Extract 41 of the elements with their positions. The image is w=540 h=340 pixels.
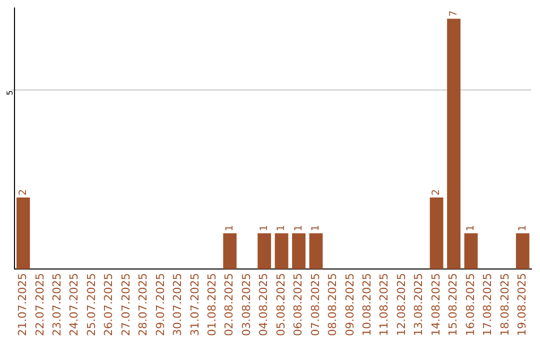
x-tick-label: 18.08.2025 [498,273,512,336]
data-label: 1 [276,224,288,232]
x-tick-label: 30.07.2025 [171,273,184,336]
x-tick-label: 28.07.2025 [136,273,150,336]
data-label: 1 [466,224,477,232]
x-tick-label: 17.08.2025 [481,273,494,336]
x-tick-label: 19.08.2025 [516,273,529,336]
x-tick-label: 09.08.2025 [343,273,356,336]
x-tick-label: 22.07.2025 [33,273,46,336]
x-tick-label: 01.08.2025 [206,273,219,336]
x-tick-label: 07.08.2025 [308,273,322,336]
data-label: 1 [258,224,270,232]
x-tick-label: 14.08.2025 [429,273,442,336]
x-tick-label: 31.07.2025 [188,273,202,336]
x-tick-label: 23.07.2025 [50,273,64,336]
data-label: 7 [448,10,460,17]
x-tick-label: 11.08.2025 [378,273,391,336]
x-tick-label: 12.08.2025 [394,273,408,336]
x-tick-label: 05.08.2025 [274,273,288,336]
x-tick-label: 04.08.2025 [257,273,270,336]
data-label: 1 [224,224,236,232]
x-tick-label: 02.08.2025 [222,273,236,336]
x-tick-label: 16.08.2025 [464,273,477,336]
x-tick-label: 21.07.2025 [16,273,30,336]
x-tick-label: 24.07.2025 [68,273,81,336]
data-label: 1 [310,224,322,232]
x-tick-label: 15.08.2025 [446,273,460,336]
data-label: 2 [18,189,29,196]
x-tick-label: 06.08.2025 [292,273,305,336]
data-label: 1 [517,224,528,232]
y-tick-label: 5 [6,90,15,96]
data-label: 1 [293,224,304,232]
x-tick-label: 13.08.2025 [412,273,426,336]
x-tick-label: 08.08.2025 [326,273,340,336]
x-tick-label: 27.07.2025 [119,273,132,336]
x-tick-label: 29.07.2025 [154,273,167,336]
x-tick-label: 10.08.2025 [360,273,374,336]
x-tick-label: 03.08.2025 [240,273,253,336]
x-tick-label: 26.07.2025 [102,273,116,336]
x-tick-label: 25.07.2025 [84,273,98,336]
data-label: 2 [431,189,442,196]
